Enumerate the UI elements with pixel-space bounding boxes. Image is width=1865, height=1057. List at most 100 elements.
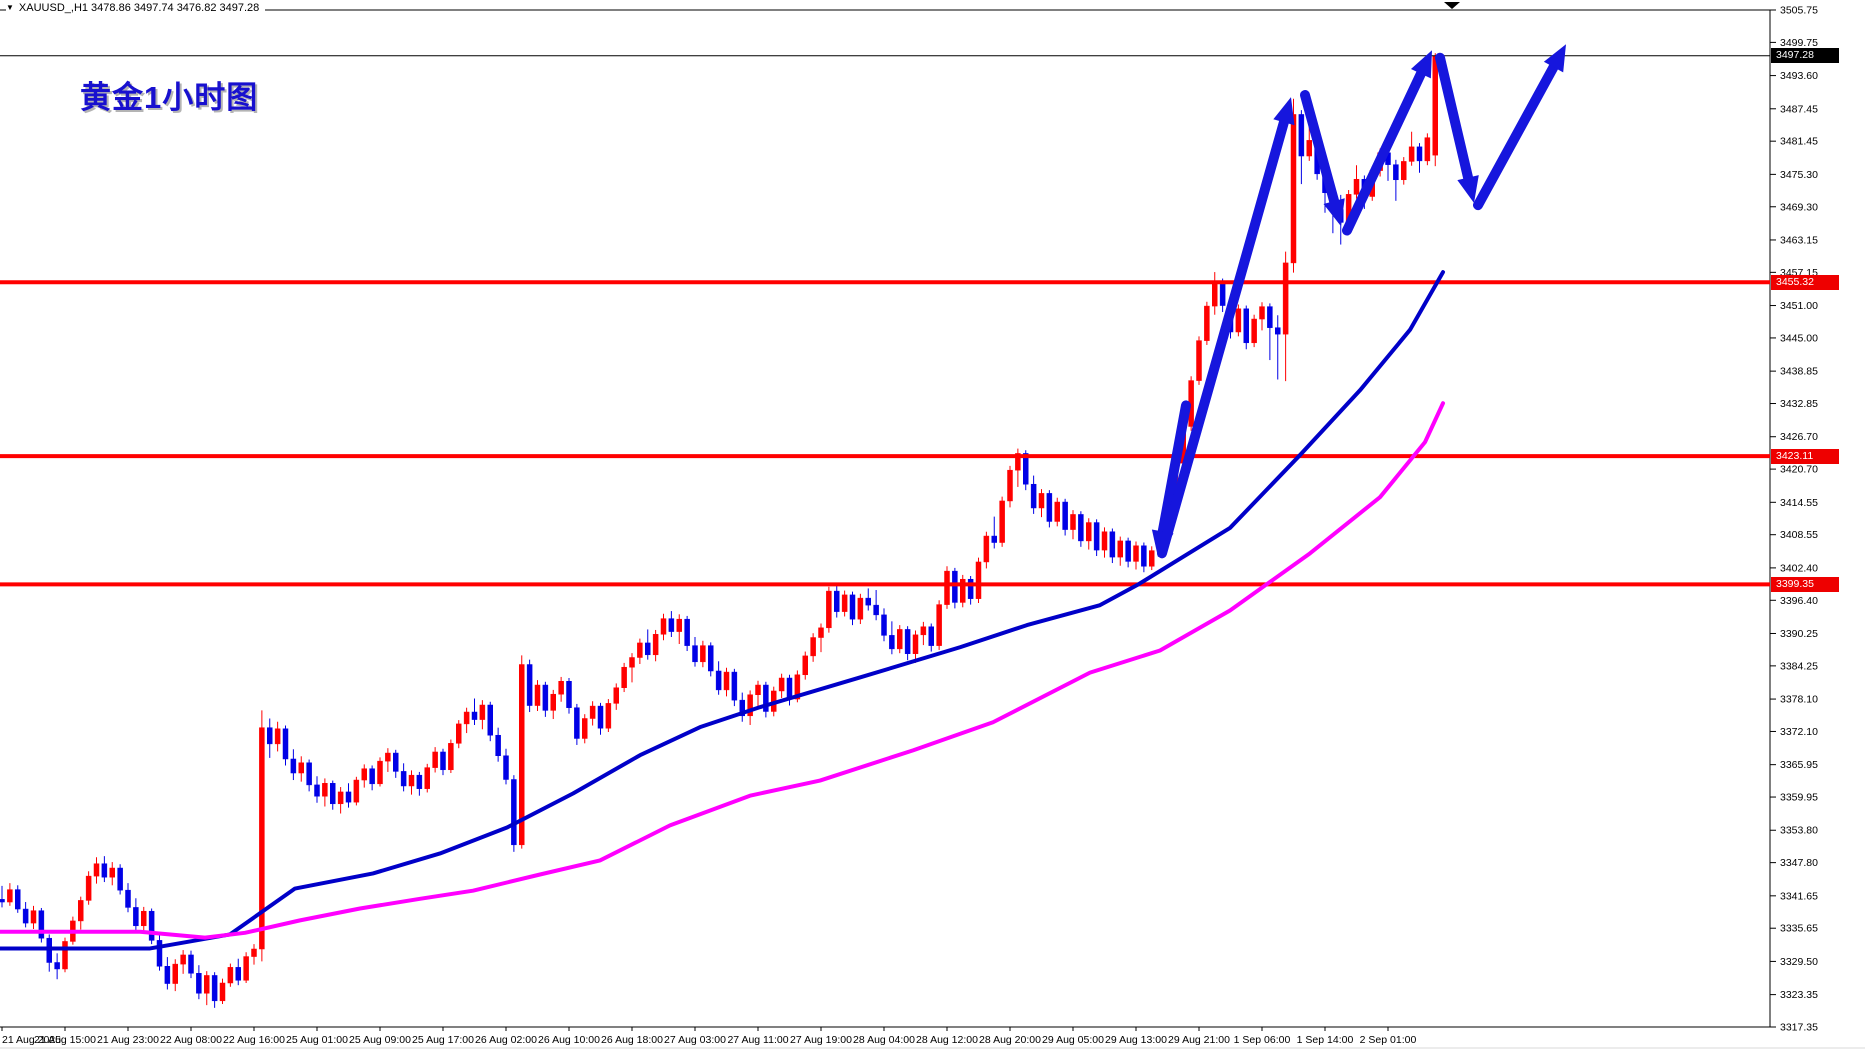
candle-body xyxy=(377,760,383,785)
candle-body xyxy=(645,642,651,656)
candle-body xyxy=(306,762,312,786)
trend-arrow-head-icon xyxy=(1323,198,1345,227)
candle-body xyxy=(597,705,604,729)
candle-body xyxy=(747,694,753,717)
price-tick-label: 3408.55 xyxy=(1780,529,1818,541)
candle-body xyxy=(991,535,997,543)
candle-body xyxy=(660,618,667,635)
time-tick-label: 21 Aug 23:00 xyxy=(97,1034,159,1046)
candle-body xyxy=(54,962,60,970)
candle-body xyxy=(731,671,738,701)
time-tick-label: 29 Aug 13:00 xyxy=(1105,1034,1167,1046)
candle-body xyxy=(574,707,580,739)
candle-body xyxy=(1117,540,1123,558)
candle-body xyxy=(999,500,1005,543)
candle-body xyxy=(1219,282,1226,306)
candle-body xyxy=(78,900,84,922)
candle-body xyxy=(448,743,454,771)
current-bar-marker-icon xyxy=(1444,2,1460,9)
candle-body xyxy=(211,975,218,1002)
candle-body xyxy=(582,718,588,739)
candle-body xyxy=(763,684,769,712)
candle-body xyxy=(621,666,627,688)
price-tick-label: 3420.70 xyxy=(1780,464,1818,476)
price-tick-label: 3396.40 xyxy=(1780,595,1818,607)
candle-body xyxy=(1275,327,1281,335)
price-tick-label: 3445.00 xyxy=(1780,332,1818,344)
price-tick-label: 3323.35 xyxy=(1780,989,1818,1001)
candle-body xyxy=(802,655,808,676)
price-tick-label: 3493.60 xyxy=(1780,70,1818,82)
candle-body xyxy=(897,629,903,650)
candle-body xyxy=(282,728,289,760)
price-tick-label: 3353.80 xyxy=(1780,825,1818,837)
candle-body xyxy=(960,578,966,603)
time-tick-label: 25 Aug 17:00 xyxy=(412,1034,474,1046)
time-tick-label: 26 Aug 02:00 xyxy=(475,1034,537,1046)
candle-body xyxy=(637,642,643,658)
price-tick-label: 3475.30 xyxy=(1780,169,1818,181)
price-tick-label: 3347.80 xyxy=(1780,857,1818,869)
symbol-dropdown-icon[interactable]: ▼ xyxy=(6,3,14,12)
candle-body xyxy=(456,723,462,744)
price-tick-label: 3378.10 xyxy=(1780,694,1818,706)
candle-body xyxy=(1416,146,1423,162)
price-tick-label: 3359.95 xyxy=(1780,792,1818,804)
candle-body xyxy=(416,774,423,789)
candle-body xyxy=(1259,306,1265,320)
candle-body xyxy=(857,597,864,620)
time-tick-label: 26 Aug 18:00 xyxy=(601,1034,663,1046)
candle-body xyxy=(1015,453,1021,471)
candle-body xyxy=(1149,550,1155,567)
candle-body xyxy=(1306,140,1312,157)
candle-body xyxy=(393,752,399,772)
price-tick-label: 3469.30 xyxy=(1780,201,1818,213)
candle-body xyxy=(967,578,974,599)
candle-body xyxy=(432,751,438,768)
candle-body xyxy=(0,899,5,903)
candle-body xyxy=(274,728,281,745)
candle-body xyxy=(385,752,391,762)
candle-body xyxy=(1204,305,1210,341)
candle-body xyxy=(826,590,832,629)
candle-body xyxy=(778,677,785,692)
candle-body xyxy=(353,779,360,803)
time-tick-label: 27 Aug 19:00 xyxy=(790,1034,852,1046)
candle-body xyxy=(219,982,226,1002)
time-tick-label: 27 Aug 03:00 xyxy=(664,1034,726,1046)
candle-body xyxy=(936,604,942,646)
candle-body xyxy=(1212,282,1218,307)
candle-body xyxy=(290,758,297,774)
candle-body xyxy=(1353,178,1360,195)
price-tick-label: 3499.75 xyxy=(1780,37,1818,49)
candle-body xyxy=(534,684,541,706)
candle-body xyxy=(196,973,202,994)
candle-body xyxy=(156,940,163,967)
time-tick-label: 28 Aug 12:00 xyxy=(916,1034,978,1046)
candle-body xyxy=(424,767,430,789)
candle-body xyxy=(975,561,982,599)
candle-body xyxy=(912,634,919,654)
candle-body xyxy=(865,597,871,606)
candle-body xyxy=(1093,522,1100,551)
candle-body xyxy=(1109,531,1116,558)
candle-body xyxy=(1251,318,1257,344)
candle-body xyxy=(259,727,265,950)
price-tick-label: 3451.00 xyxy=(1780,300,1818,312)
candle-body xyxy=(172,963,178,984)
time-tick-label: 21 Aug 2025 xyxy=(2,1034,61,1046)
candle-body xyxy=(881,614,887,636)
candle-body xyxy=(944,570,950,605)
time-tick-label: 28 Aug 04:00 xyxy=(853,1034,915,1046)
candle-body xyxy=(889,635,895,650)
price-tick-label: 3365.95 xyxy=(1780,759,1818,771)
price-tick-label: 3372.10 xyxy=(1780,726,1818,738)
candle-body xyxy=(1432,55,1438,156)
price-tick-label: 3487.45 xyxy=(1780,103,1818,115)
candle-body xyxy=(85,875,92,901)
candle-body xyxy=(1046,493,1053,522)
support-level-tag-1: 3423.11 xyxy=(1771,448,1839,464)
candle-body xyxy=(1282,262,1289,335)
candle-body xyxy=(109,867,115,878)
